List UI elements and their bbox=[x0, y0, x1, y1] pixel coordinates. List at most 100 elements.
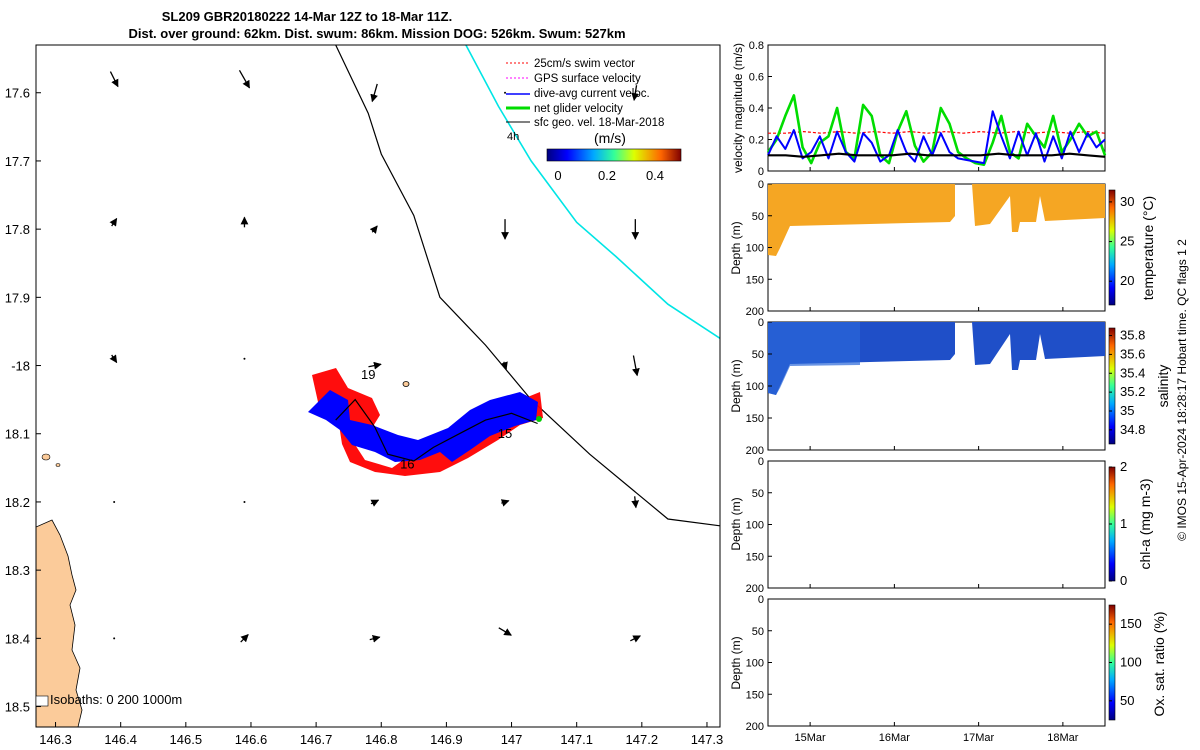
salinity-section-shade bbox=[768, 322, 860, 395]
depth-tick-label: 150 bbox=[746, 689, 764, 701]
surface-vector-dot bbox=[243, 357, 246, 360]
map-x-tick-label: 146.7 bbox=[300, 732, 333, 747]
colorbar-tick-label: 25 bbox=[1120, 234, 1134, 249]
map-title-line2: Dist. over ground: 62km. Dist. swum: 86k… bbox=[128, 26, 625, 41]
oxygen-ylabel: Depth (m) bbox=[729, 636, 743, 689]
speed-colorbar-tick: 0 bbox=[554, 168, 561, 183]
glider-position-marker bbox=[536, 416, 542, 422]
velocity-panel: 0 0.2 0.4 0.6 0.8 velocity magnitude (m/s) bbox=[731, 40, 1107, 178]
map-axes-box bbox=[35, 44, 721, 728]
day-label: 16 bbox=[400, 457, 414, 472]
island bbox=[41, 453, 51, 461]
surface-vector bbox=[630, 635, 642, 643]
glider-track-swath bbox=[308, 368, 543, 476]
surface-geostrophic-vectors bbox=[109, 70, 642, 643]
temperature-colorbar bbox=[1108, 189, 1116, 306]
day-label: 19 bbox=[361, 367, 375, 382]
legend-swim: 25cm/s swim vector bbox=[534, 58, 635, 70]
map-y-tick-label: 18.4 bbox=[5, 631, 30, 646]
legend-dive: dive-avg current veloc. bbox=[534, 88, 650, 100]
isobath-1000m bbox=[465, 45, 720, 339]
depth-tick-label: 0 bbox=[758, 179, 764, 191]
surface-vector bbox=[631, 85, 640, 102]
salinity-ylabel: Depth (m) bbox=[729, 359, 743, 412]
chla-axes-box bbox=[767, 460, 1106, 589]
day-label: 15 bbox=[498, 426, 512, 441]
chla-ylabel: Depth (m) bbox=[729, 497, 743, 550]
colorbar-tick-label: 20 bbox=[1120, 273, 1134, 288]
map-y-tick-label: 18.5 bbox=[5, 700, 30, 715]
colorbar-tick-label: 35 bbox=[1120, 403, 1134, 418]
velocity-axes-box bbox=[767, 44, 1106, 172]
time-axis-ticks: 15Mar 16Mar 17Mar 18Mar bbox=[795, 167, 1079, 744]
chla-colorbar-label: chl-a (mg m-3) bbox=[1137, 478, 1153, 569]
map-x-tick-label: 146.3 bbox=[39, 732, 72, 747]
colorbar-tick-label: 30 bbox=[1120, 194, 1134, 209]
surface-vector bbox=[238, 70, 251, 89]
map-x-tick-label: 146.6 bbox=[235, 732, 268, 747]
surface-vector bbox=[368, 361, 382, 370]
oxygen-colorbar-ticks: 150 100 50 bbox=[1109, 616, 1142, 708]
depth-tick-label: 150 bbox=[746, 413, 764, 425]
temperature-panel: 0 50 100 150 200 Depth (m) 30 25 20 temperatur… bbox=[729, 179, 1156, 318]
time-tick-label: 15Mar bbox=[795, 732, 827, 744]
velocity-axis-ticks: 0 0.2 0.4 0.6 0.8 bbox=[749, 40, 772, 178]
temperature-colorbar-ticks: 30 25 20 bbox=[1109, 194, 1134, 288]
surface-vector bbox=[109, 354, 118, 364]
map-x-tick-label: 146.9 bbox=[430, 732, 463, 747]
depth-tick-label: 100 bbox=[746, 243, 764, 255]
velocity-series-dive bbox=[767, 110, 1106, 165]
velocity-ylabel: velocity magnitude (m/s) bbox=[731, 43, 745, 173]
speed-colorbar-label: (m/s) bbox=[594, 130, 626, 146]
velocity-y-tick-label: 0 bbox=[758, 166, 764, 178]
map-y-tick-label: 17.6 bbox=[5, 86, 30, 101]
map-y-tick-label: 17.8 bbox=[5, 222, 30, 237]
surface-vector-dot bbox=[243, 500, 246, 503]
land-coastline bbox=[36, 519, 83, 727]
depth-tick-label: 200 bbox=[746, 445, 764, 457]
oxygen-axes-box bbox=[767, 598, 1106, 727]
colorbar-tick-label: 35.8 bbox=[1120, 328, 1145, 343]
isobath-200m bbox=[335, 45, 720, 527]
map-y-tick-label: 17.9 bbox=[5, 290, 30, 305]
colorbar-tick-label: 50 bbox=[1120, 693, 1134, 708]
depth-tick-label: 50 bbox=[752, 211, 764, 223]
footer-credit: © IMOS 15-Apr-2024 18:28:17 Hobart time.… bbox=[1175, 239, 1189, 541]
velocity-series-geo bbox=[768, 152, 1106, 158]
surface-vector-dot bbox=[113, 500, 116, 503]
isobath-legend-swatch bbox=[35, 695, 49, 707]
surface-vector-dot bbox=[504, 91, 507, 94]
map-y-tick-label: 17.7 bbox=[5, 154, 30, 169]
depth-tick-label: 100 bbox=[746, 520, 764, 532]
colorbar-tick-label: 35.2 bbox=[1120, 384, 1145, 399]
depth-tick-label: 100 bbox=[746, 658, 764, 670]
colorbar-tick-label: 35.4 bbox=[1120, 365, 1145, 380]
temperature-colorbar-label: temperature (°C) bbox=[1140, 196, 1156, 300]
map-x-tick-label: 146.4 bbox=[104, 732, 137, 747]
temperature-section-fill bbox=[768, 184, 1105, 256]
map-x-tick-label: 147.1 bbox=[560, 732, 593, 747]
map-y-tick-label: -18 bbox=[11, 359, 30, 374]
legend-note: 4h bbox=[507, 131, 519, 143]
colorbar-tick-label: 35.6 bbox=[1120, 346, 1145, 361]
velocity-y-tick-label: 0.2 bbox=[749, 135, 764, 147]
oxygen-axis-ticks: 0 50 100 150 200 bbox=[746, 594, 772, 733]
surface-vector bbox=[370, 83, 378, 103]
speed-colorbar-tick: 0.2 bbox=[598, 168, 616, 183]
colorbar-tick-label: 34.8 bbox=[1120, 422, 1145, 437]
depth-tick-label: 0 bbox=[758, 594, 764, 606]
surface-vector bbox=[369, 225, 378, 234]
colorbar-tick-label: 2 bbox=[1120, 459, 1127, 474]
island bbox=[402, 381, 410, 387]
depth-tick-label: 200 bbox=[746, 583, 764, 595]
depth-tick-label: 50 bbox=[752, 626, 764, 638]
surface-vector bbox=[500, 499, 510, 507]
dive-avg-velocity-swath bbox=[308, 390, 538, 462]
surface-vector bbox=[631, 496, 640, 509]
surface-vector-dot bbox=[113, 637, 116, 640]
temperature-ylabel: Depth (m) bbox=[729, 221, 743, 274]
surface-vector bbox=[632, 355, 640, 377]
map-y-tick-label: 18.3 bbox=[5, 563, 30, 578]
depth-tick-label: 100 bbox=[746, 381, 764, 393]
